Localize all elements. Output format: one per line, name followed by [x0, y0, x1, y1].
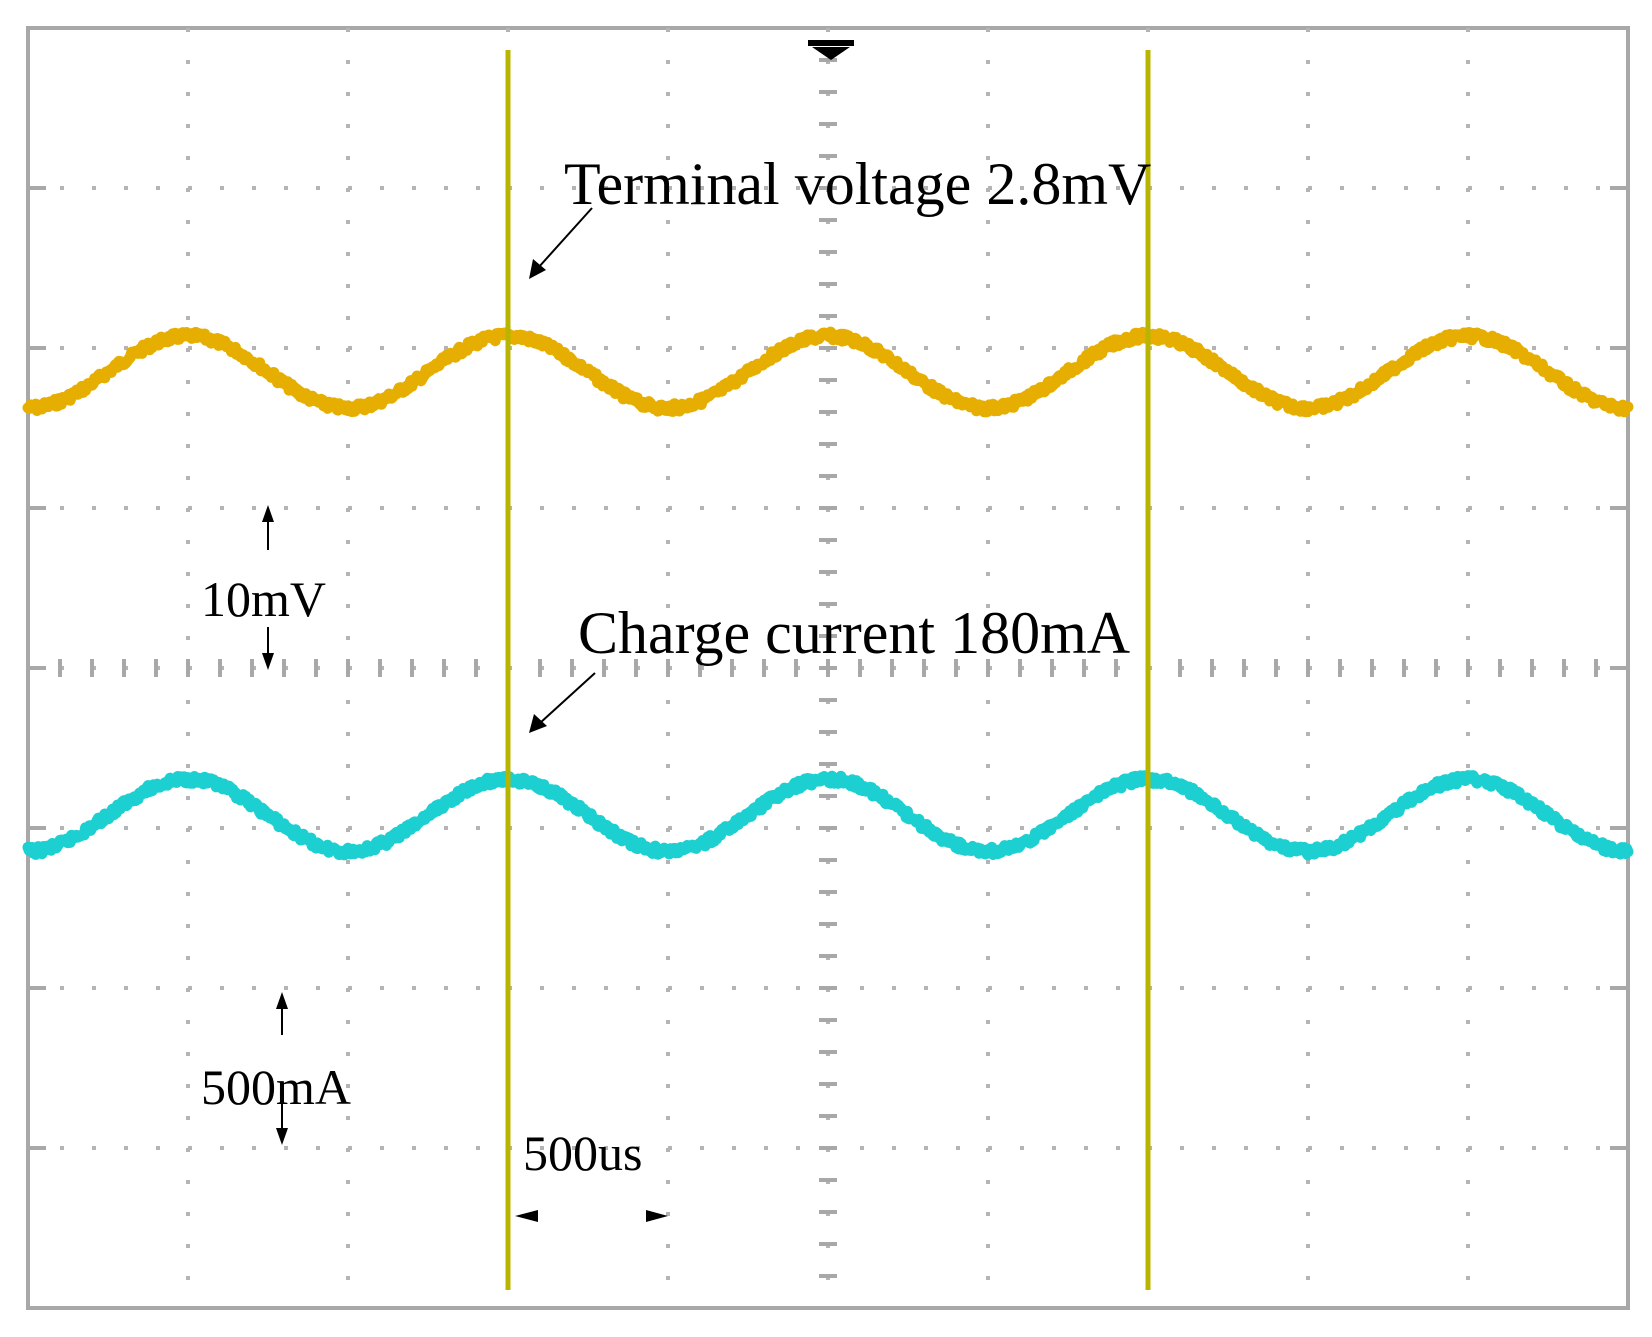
time-scale-right-arrowhead [646, 1210, 668, 1222]
trace-terminal-voltage [22, 326, 1634, 418]
time-scale-label: 500us [523, 1125, 642, 1181]
current-leader-line [539, 672, 596, 724]
cursors [505, 50, 1151, 1290]
trigger-marker-icon [808, 40, 854, 60]
trace-charge-current [22, 770, 1634, 861]
current-annotation-label: Charge current 180mA [578, 600, 1130, 666]
voltage-leader-arrowhead [529, 259, 546, 279]
current-leader-arrowhead [529, 714, 547, 733]
voltage-leader-line [537, 207, 593, 269]
time-scale-left-arrowhead [515, 1210, 538, 1222]
voltage-annotation-label: Terminal voltage 2.8mV [564, 151, 1151, 217]
traces [22, 326, 1634, 861]
voltage-scale-label: 10mV [201, 571, 326, 627]
current-scale-label: 500mA [201, 1059, 351, 1115]
center-axis-ticks [58, 58, 1598, 1278]
voltage-scale-up-arrowhead [262, 505, 274, 522]
voltage-scale-down-arrowhead [262, 653, 274, 670]
current-scale-down-arrowhead [276, 1128, 288, 1145]
current-scale-up-arrowhead [276, 992, 288, 1009]
annotation-arrows [262, 207, 668, 1222]
